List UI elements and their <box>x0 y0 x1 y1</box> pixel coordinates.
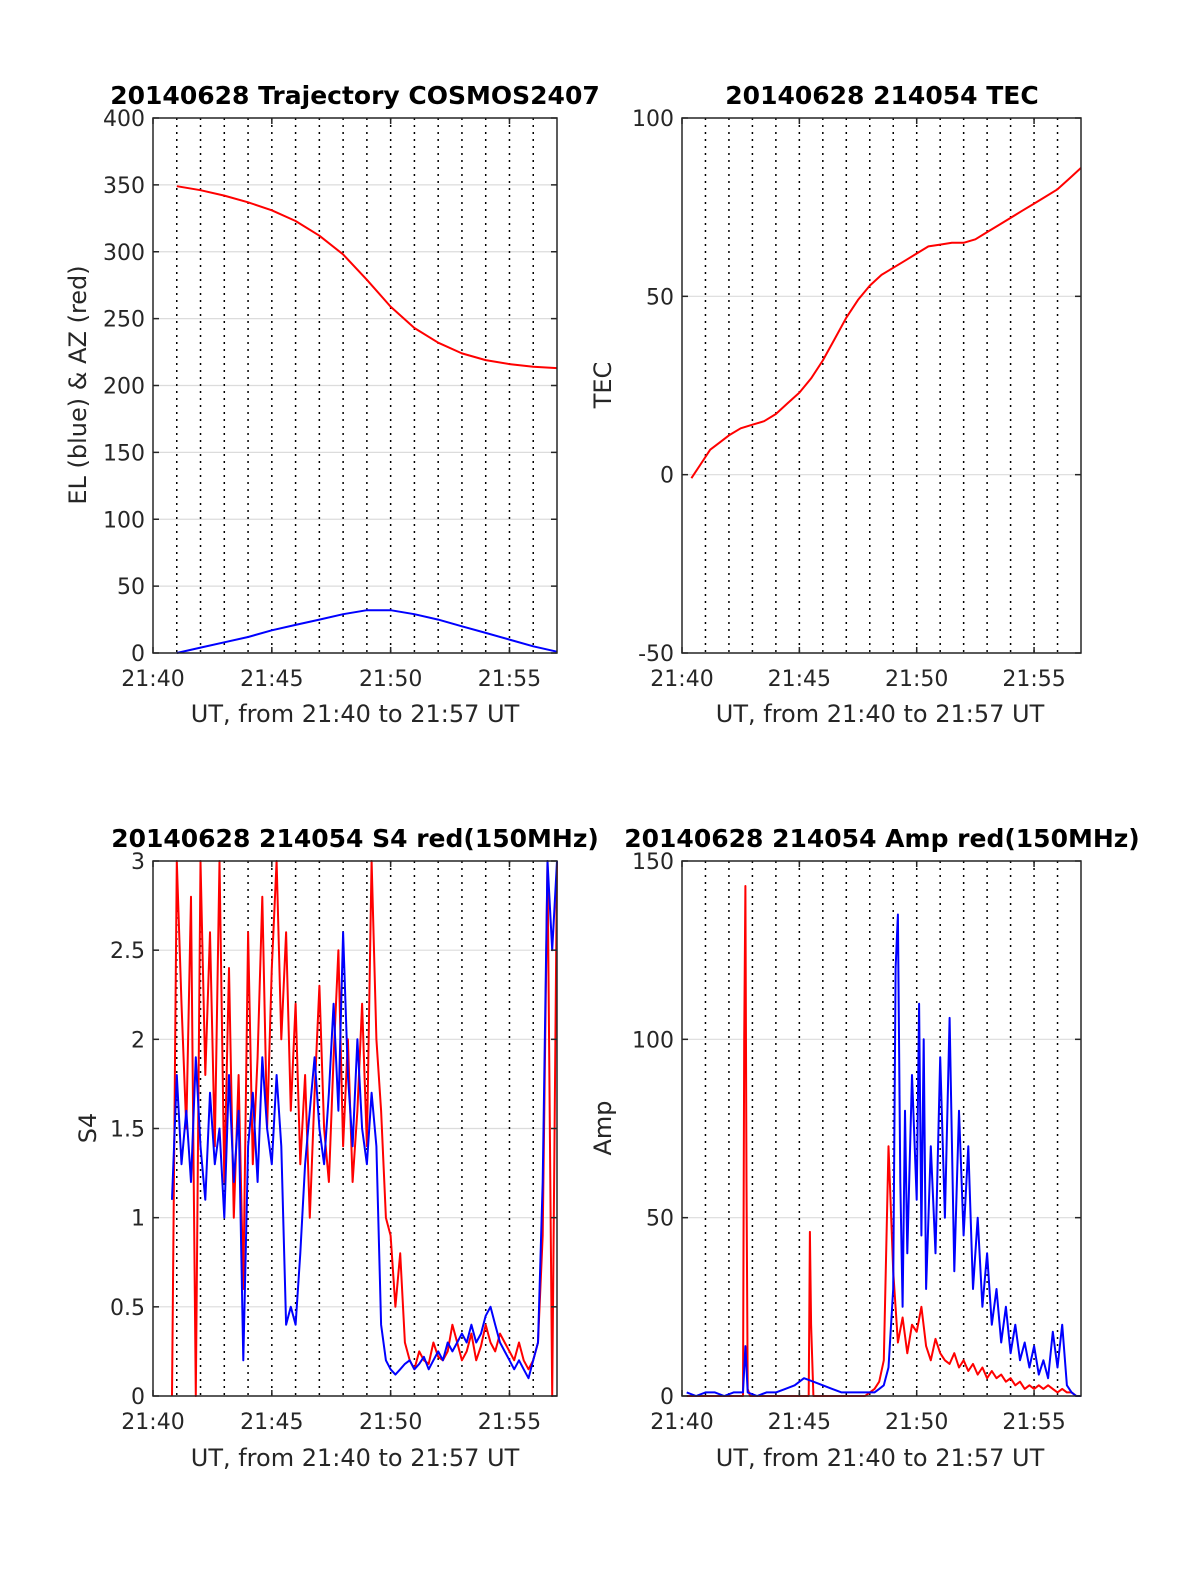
amp-y-tick-label: 100 <box>632 1028 674 1053</box>
trajectory-y-tick-label: 250 <box>103 308 145 333</box>
amp-plot-area: 21:40 21:45 21:50 21:55 0 50 100 150 <box>632 850 1082 1435</box>
s4-x-tick-label: 21:40 <box>121 1410 184 1435</box>
s4-y-tick-label: 3 <box>131 850 145 875</box>
trajectory-y-tick-label: 200 <box>103 375 145 400</box>
tec-y-axis-label: TEC <box>589 362 617 410</box>
trajectory-y-tick-label: 350 <box>103 174 145 199</box>
amp-plot-background <box>682 861 1081 1396</box>
trajectory-y-tick-label: 400 <box>103 107 145 132</box>
s4-y-tick-label: 0.5 <box>110 1296 145 1321</box>
tec-plot-area: 21:40 21:45 21:50 21:55 -50 0 50 100 <box>632 107 1082 692</box>
amp-x-tick-label: 21:40 <box>650 1410 713 1435</box>
s4-y-tick-label: 2.5 <box>110 939 145 964</box>
trajectory-x-tick-label: 21:50 <box>359 667 422 692</box>
tec-x-tick-label: 21:55 <box>1002 667 1065 692</box>
trajectory-y-tick-label: 50 <box>117 575 145 600</box>
s4-y-tick-label: 1.5 <box>110 1118 145 1143</box>
tec-y-tick-label: 100 <box>632 107 674 132</box>
tec-x-tick-label: 21:40 <box>650 667 713 692</box>
tec-y-tick-label: -50 <box>638 642 674 667</box>
s4-x-axis-label: UT, from 21:40 to 21:57 UT <box>191 1444 520 1472</box>
amp-title: 20140628 214054 Amp red(150MHz) <box>624 824 1140 853</box>
amp-x-tick-label: 21:50 <box>885 1410 948 1435</box>
panel-tec: 21:40 21:45 21:50 21:55 -50 0 50 100 20140628 2… <box>589 81 1082 728</box>
trajectory-y-tick-label: 100 <box>103 508 145 533</box>
amp-x-tick-label: 21:55 <box>1002 1410 1065 1435</box>
s4-x-tick-label: 21:45 <box>240 1410 303 1435</box>
s4-y-axis-label: S4 <box>74 1113 102 1144</box>
tec-y-tick-label: 50 <box>646 285 674 310</box>
tec-axes-frame <box>681 117 1082 654</box>
trajectory-y-tick-label: 150 <box>103 441 145 466</box>
trajectory-x-tick-label: 21:40 <box>121 667 184 692</box>
panel-s4: 21:40 21:45 21:50 21:55 0 0.5 1 1.5 2 2.5 3 UT, fr… <box>74 850 558 1472</box>
trajectory-series-1-line <box>176 185 558 370</box>
trajectory-x-tick-label: 21:55 <box>478 667 541 692</box>
trajectory-x-axis-label: UT, from 21:40 to 21:57 UT <box>191 700 520 728</box>
s4-title: 20140628 214054 S4 red(150MHz) <box>111 824 599 853</box>
amp-y-tick-label: 150 <box>632 850 674 875</box>
trajectory-y-axis-label: EL (blue) & AZ (red) <box>64 265 92 504</box>
tec-plot-background <box>682 118 1081 653</box>
s4-y-tick-label: 1 <box>131 1207 145 1232</box>
tec-x-axis-label: UT, from 21:40 to 21:57 UT <box>716 700 1045 728</box>
tec-y-tick-label: 0 <box>660 464 674 489</box>
trajectory-title: 20140628 Trajectory COSMOS2407 <box>110 81 600 110</box>
trajectory-x-tick-label: 21:45 <box>240 667 303 692</box>
amp-y-tick-label: 0 <box>660 1385 674 1410</box>
s4-x-tick-label: 21:50 <box>359 1410 422 1435</box>
amp-y-tick-label: 50 <box>646 1207 674 1232</box>
panel-trajectory: 21:40 21:45 21:50 21:55 0 50 100 150 200 250 300 35… <box>64 81 600 728</box>
tec-x-tick-label: 21:45 <box>768 667 831 692</box>
trajectory-series-2-line <box>176 609 558 654</box>
s4-x-tick-label: 21:55 <box>478 1410 541 1435</box>
amp-series-2-line <box>686 913 1081 1397</box>
tec-title: 20140628 214054 TEC <box>725 81 1038 110</box>
trajectory-y-tick-label: 0 <box>131 642 145 667</box>
trajectory-plot-area: 21:40 21:45 21:50 21:55 0 50 100 150 200 250 300 35… <box>103 107 558 692</box>
amp-x-axis-label: UT, from 21:40 to 21:57 UT <box>716 1444 1045 1472</box>
amp-axes-frame <box>681 860 1082 1397</box>
amp-x-tick-label: 21:45 <box>768 1410 831 1435</box>
s4-plot-area: 21:40 21:45 21:50 21:55 0 0.5 1 1.5 2 2.5 3 <box>110 850 558 1435</box>
amp-y-axis-label: Amp <box>589 1100 617 1155</box>
s4-y-tick-label: 0 <box>131 1385 145 1410</box>
tec-series-1-line <box>690 167 1082 479</box>
panel-amp: 21:40 21:45 21:50 21:55 0 50 100 150 UT, from 2… <box>589 850 1082 1472</box>
trajectory-y-tick-label: 300 <box>103 241 145 266</box>
tec-x-tick-label: 21:50 <box>885 667 948 692</box>
s4-series-2-line <box>171 860 558 1380</box>
s4-y-tick-label: 2 <box>131 1028 145 1053</box>
